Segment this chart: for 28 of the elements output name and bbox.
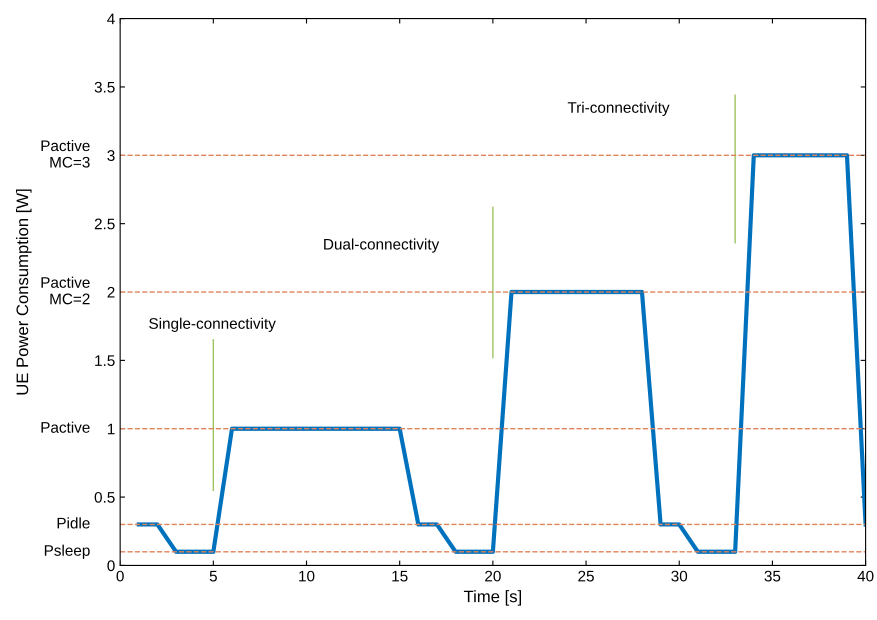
x-tick-label: 5 [210, 570, 217, 582]
annotation: Single-connectivity [149, 318, 276, 332]
x-tick-label: 35 [764, 570, 780, 582]
x-tick-label: 25 [578, 570, 594, 582]
ref-line-label: Pidle [58, 517, 90, 529]
x-tick-label: 0 [116, 570, 124, 582]
ref-line-label: Psleep [44, 544, 90, 559]
annotation: Dual-connectivity [324, 238, 440, 253]
ref-line-label: Pactive MC=2 [41, 276, 90, 304]
y-tick-label: 0.5 [94, 492, 115, 503]
y-tick-label: 3 [107, 150, 115, 161]
y-tick-label: 0 [107, 560, 115, 572]
y-axis-title: UE Power Consumption [W] [16, 189, 32, 394]
y-tick-label: 2 [108, 286, 115, 298]
ref-line-label: Pactive [41, 422, 90, 433]
x-axis-title: Time [s] [464, 590, 522, 606]
y-tick-label: 4 [107, 14, 115, 24]
y-tick-label: 2.5 [94, 218, 115, 230]
y-tick-label: 3.5 [94, 82, 115, 93]
y-tick-label: 1.5 [95, 355, 115, 366]
y-tick-label: 1 [108, 424, 115, 434]
x-tick-label: 40 [857, 570, 874, 582]
ref-line-label: Pactive MC=3 [41, 140, 90, 168]
annotation: Tri-connectivity [568, 102, 670, 116]
x-tick-label: 30 [671, 570, 688, 582]
x-tick-label: 10 [299, 570, 314, 582]
x-tick-label: 15 [392, 570, 408, 582]
x-tick-label: 20 [485, 570, 501, 582]
